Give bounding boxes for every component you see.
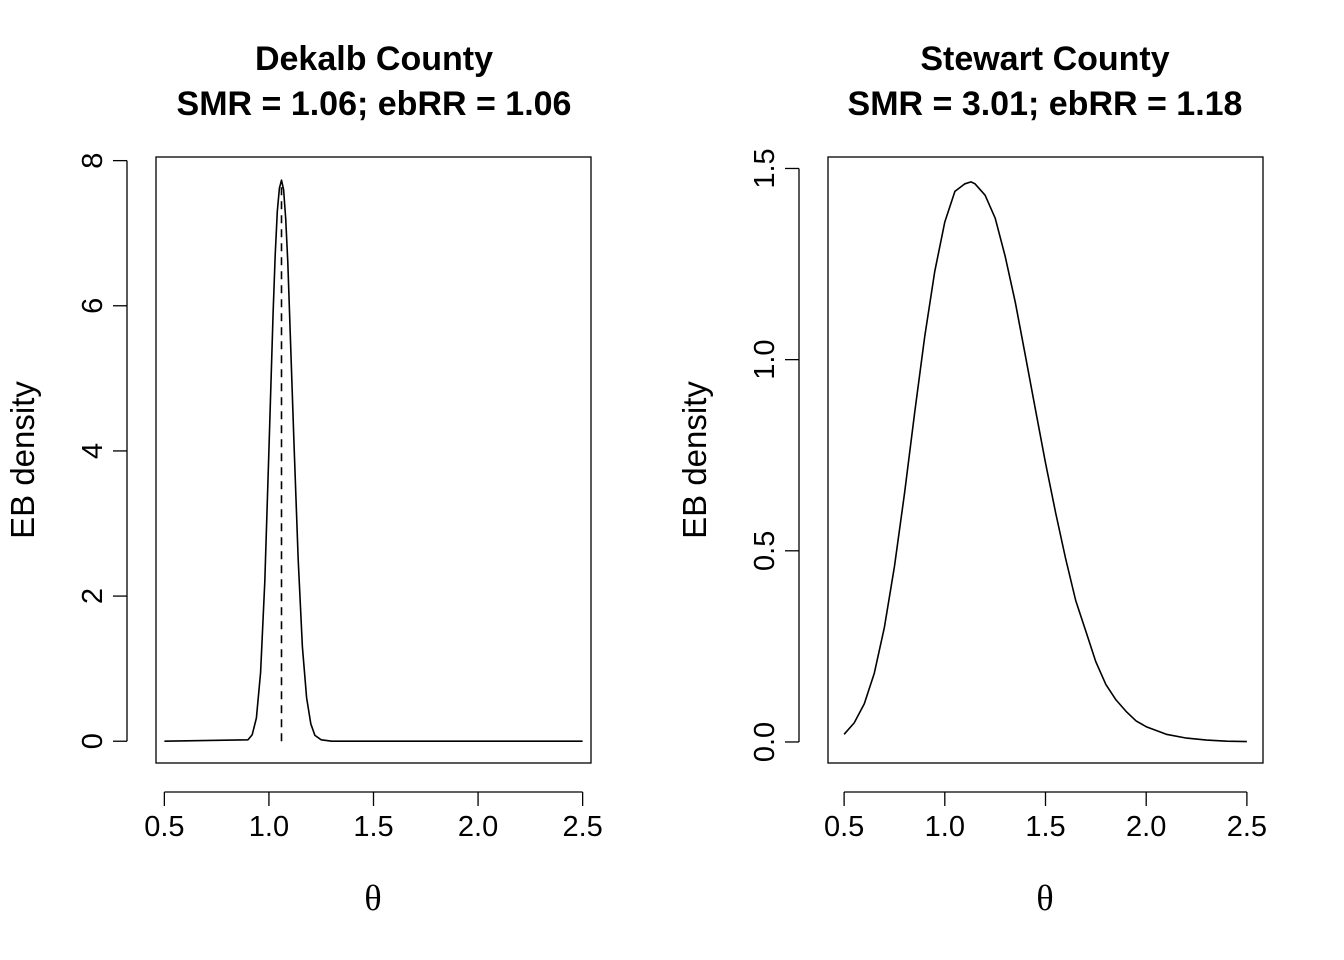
x-tick-label: 1.5 (353, 811, 393, 843)
x-tick-label: 1.5 (1025, 811, 1065, 843)
plot-frame (155, 156, 592, 764)
axes: 0.5 1.0 1.5 2.0 2.5 0.0 0.5 1.0 1.5 (749, 148, 1267, 843)
y-tick-label: 4 (77, 443, 109, 459)
chart-title: Dekalb County (255, 40, 493, 78)
x-axis-label: θ (364, 878, 381, 918)
x-tick-label: 2.0 (458, 811, 498, 843)
x-tick-label: 0.5 (144, 811, 184, 843)
y-tick-label: 0.5 (749, 531, 781, 571)
y-tick-label: 0.0 (749, 722, 781, 762)
y-tick-label: 6 (77, 298, 109, 314)
density-curve (164, 179, 583, 743)
panel-stewart-county: Stewart County SMR = 3.01; ebRR = 1.18 0… (676, 40, 1267, 918)
series-group (843, 181, 1247, 743)
series-group (164, 179, 583, 743)
x-tick-label: 0.5 (824, 811, 864, 843)
axes: 0.5 1.0 1.5 2.0 2.5 0 2 4 6 8 (77, 153, 603, 843)
chart-title: Stewart County (920, 40, 1169, 78)
y-axis-label: EB density (4, 381, 41, 539)
x-tick-label: 1.0 (925, 811, 965, 843)
y-tick-label: 0 (77, 733, 109, 749)
x-tick-label: 2.0 (1126, 811, 1166, 843)
x-tick-label: 1.0 (249, 811, 289, 843)
x-tick-label: 2.5 (562, 811, 602, 843)
x-axis-label: θ (1036, 878, 1053, 918)
y-axis-label: EB density (676, 381, 713, 539)
panel-dekalb-county: Dekalb County SMR = 1.06; ebRR = 1.06 0.… (4, 40, 603, 918)
density-curve (843, 181, 1247, 743)
x-tick-label: 2.5 (1227, 811, 1267, 843)
chart-subtitle: SMR = 1.06; ebRR = 1.06 (177, 85, 572, 123)
y-tick-label: 1.5 (749, 148, 781, 188)
y-tick-label: 2 (77, 588, 109, 604)
y-tick-label: 8 (77, 153, 109, 169)
y-tick-label: 1.0 (749, 339, 781, 379)
plot-frame (827, 156, 1264, 764)
chart-subtitle: SMR = 3.01; ebRR = 1.18 (848, 85, 1243, 123)
